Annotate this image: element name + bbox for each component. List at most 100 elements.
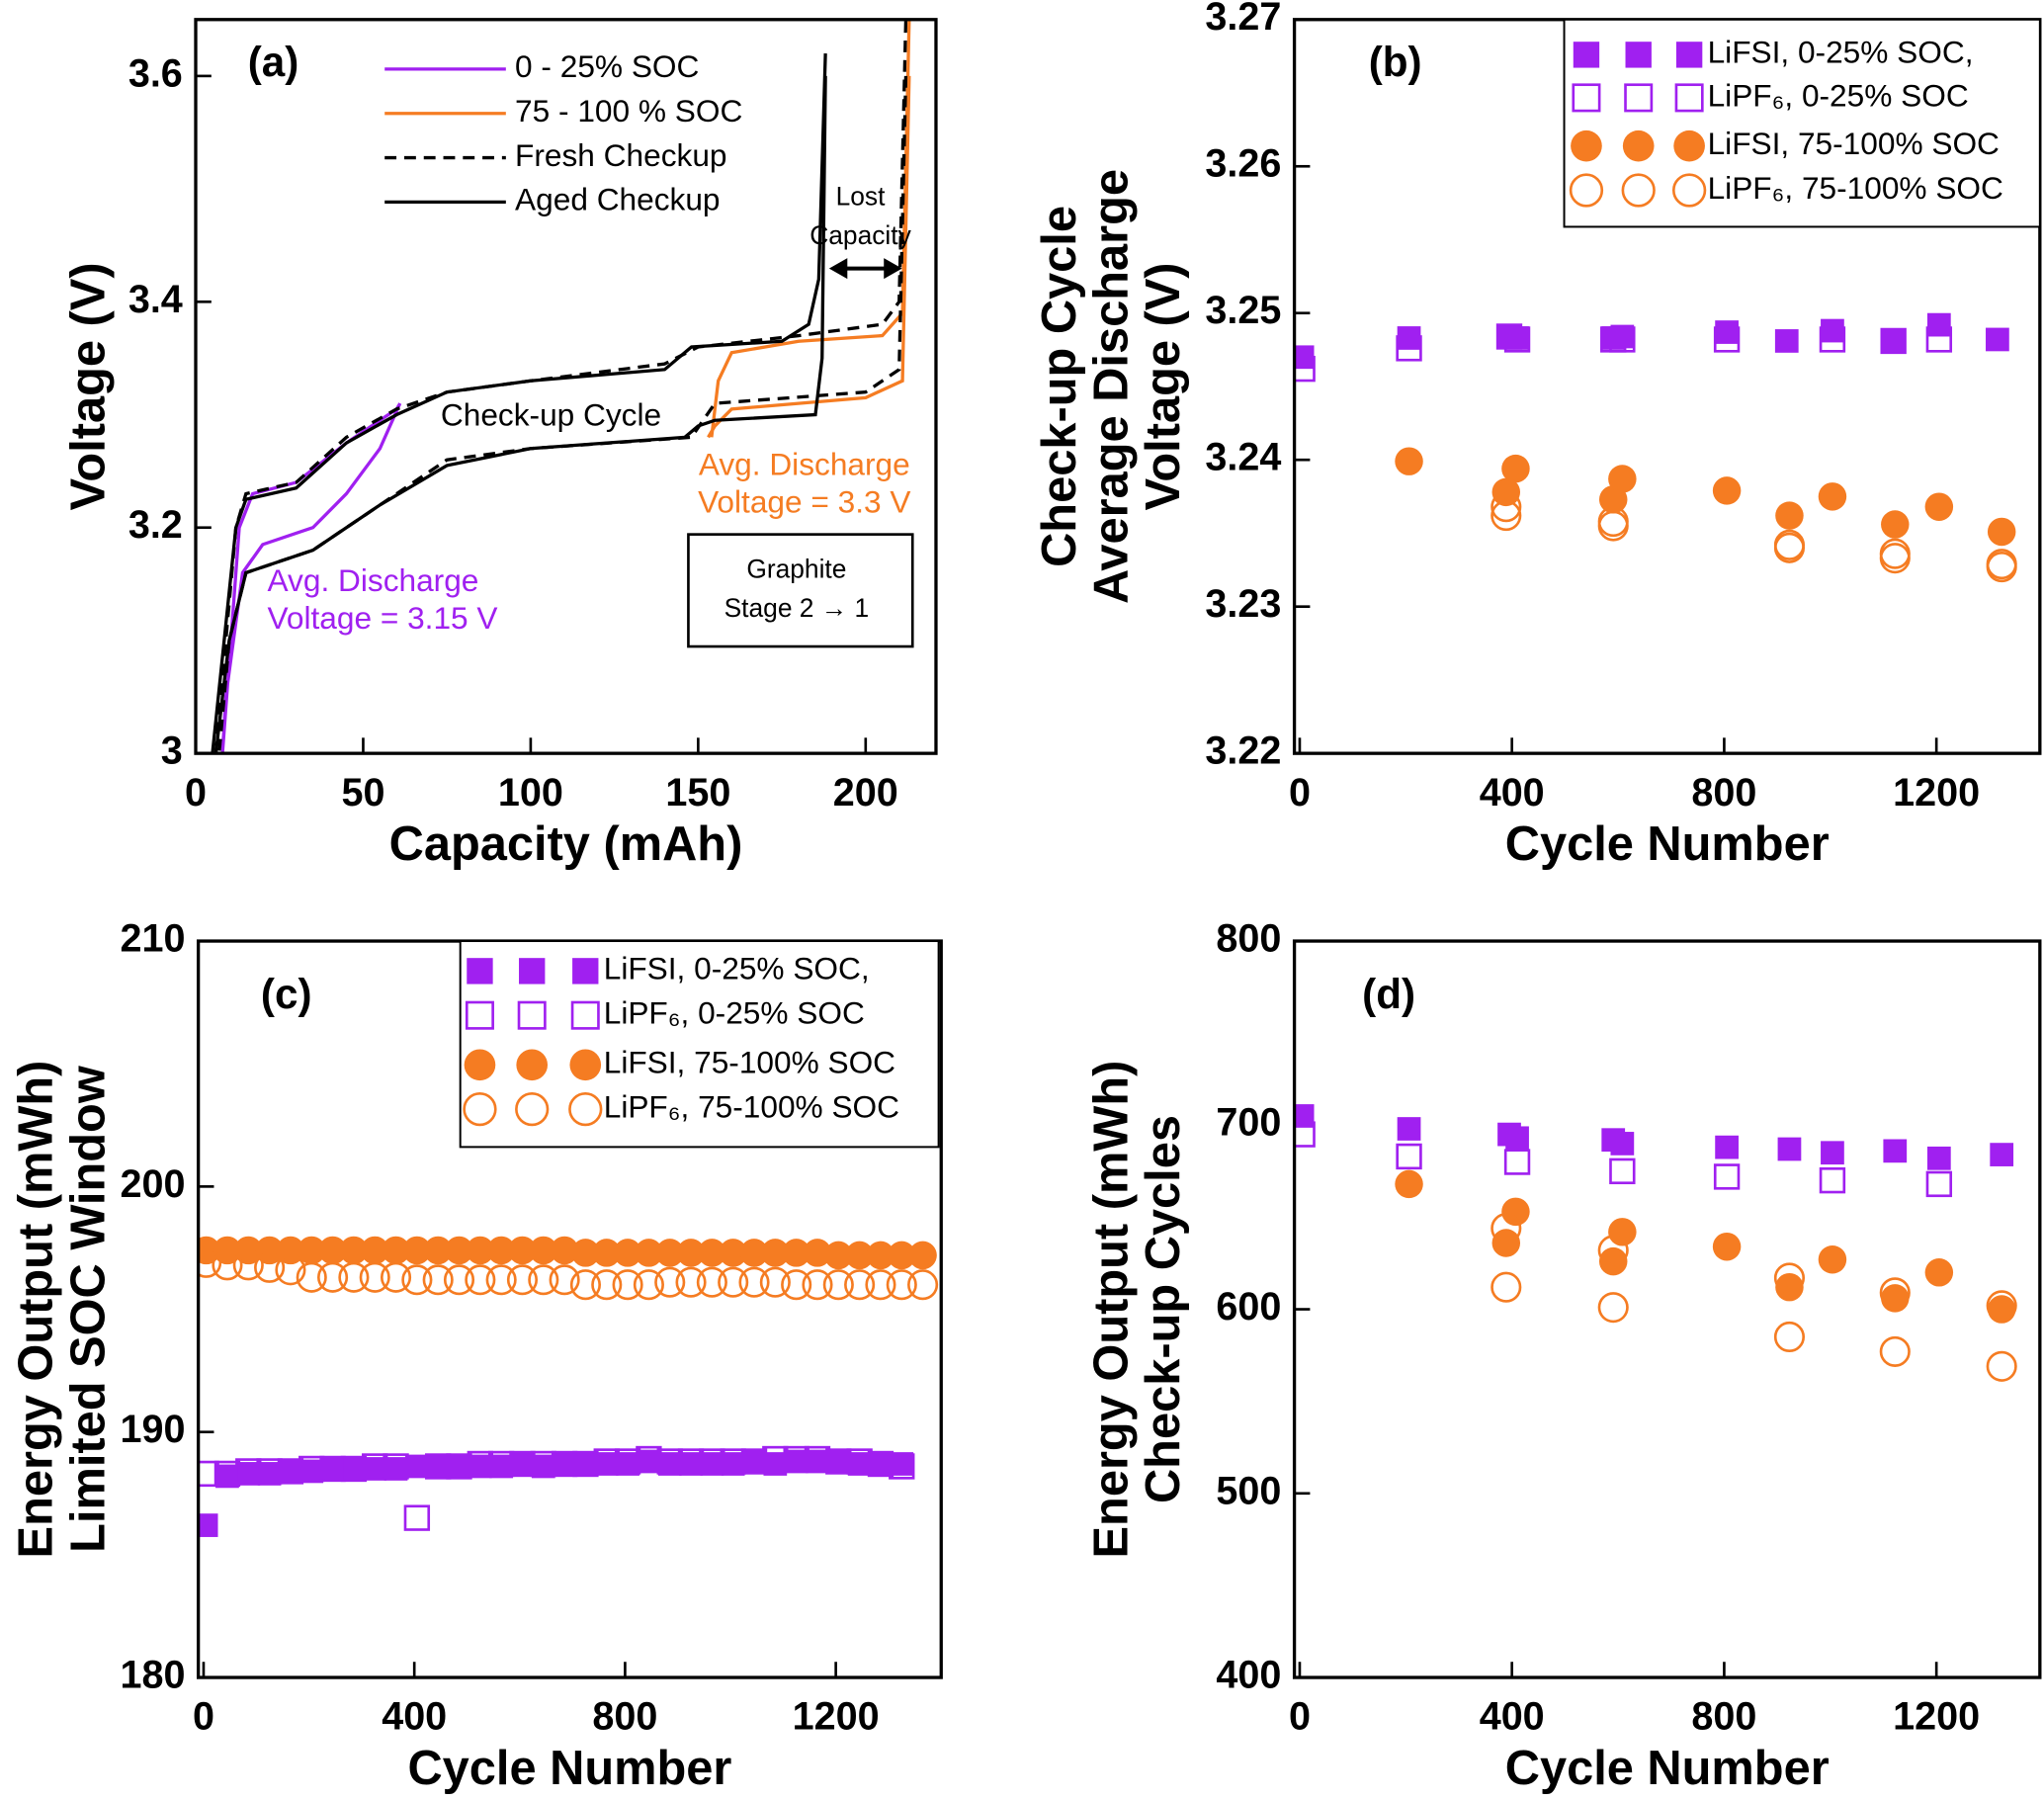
point: [1818, 1245, 1847, 1274]
point: [700, 1452, 724, 1476]
plot-frame: [194, 18, 938, 755]
point: [1775, 1272, 1804, 1302]
panel: 0 400 800 1200 180 190 200 210 Cycle Number Energ…: [10, 916, 943, 1795]
point: [232, 1249, 264, 1281]
point: [1821, 1141, 1844, 1165]
point: [468, 1454, 492, 1479]
point: [571, 1239, 600, 1267]
point: [655, 1239, 684, 1267]
point: [340, 1455, 368, 1483]
point: [718, 1266, 749, 1298]
y-axis-title: Voltage (V): [1137, 262, 1190, 510]
legend-swatch: [569, 1049, 602, 1081]
point: [1879, 1335, 1911, 1367]
legend-swatch: [1675, 42, 1703, 68]
x-tick-label: 800: [592, 1695, 657, 1739]
point: [1490, 491, 1522, 523]
point: [422, 1264, 454, 1296]
panel-label: (a): [248, 39, 299, 85]
point: [1926, 1146, 1951, 1170]
legend-label: LiFSI, 75-100% SOC: [1708, 126, 2000, 161]
legend-swatch: [515, 1091, 550, 1127]
y-axis-title: Voltage (V): [61, 262, 115, 510]
legend-swatch: [463, 1091, 497, 1127]
point: [1926, 312, 1951, 337]
point: [1990, 1143, 2014, 1166]
point: [889, 1453, 915, 1480]
legend-label: LiPF₆, 75-100% SOC: [1708, 170, 2003, 206]
legend-swatch: [1571, 129, 1602, 162]
point: [531, 1454, 555, 1479]
point: [890, 1452, 914, 1476]
y-tick-label: 3.6: [128, 51, 183, 95]
point: [319, 1455, 346, 1483]
y-tick-label: 190: [120, 1408, 185, 1451]
point: [699, 1448, 725, 1475]
y-tick-label: 400: [1216, 1654, 1281, 1697]
point: [423, 1236, 453, 1265]
plot-area: [198, 1236, 939, 1537]
legend-swatch: [1622, 129, 1655, 162]
point: [1774, 329, 1799, 353]
point: [510, 1452, 535, 1476]
legend-swatch: [570, 1000, 600, 1030]
point: [275, 1254, 306, 1286]
point: [1883, 1139, 1908, 1163]
legend-label: LiFSI, 75-100% SOC: [604, 1045, 895, 1080]
point: [846, 1448, 873, 1475]
x-tick-label: 400: [1480, 771, 1545, 814]
point: [447, 1454, 471, 1479]
point: [696, 1266, 727, 1298]
line: [213, 19, 908, 754]
legend-swatch: [568, 1091, 603, 1127]
point: [380, 1261, 412, 1293]
annotation: Avg. Discharge: [699, 446, 910, 481]
x-axis-title: Cycle Number: [1505, 1742, 1830, 1795]
point: [1294, 1121, 1316, 1148]
annotation: Lost: [836, 181, 886, 211]
x-axis-title: Cycle Number: [407, 1742, 731, 1795]
point: [1396, 335, 1422, 362]
point: [277, 1458, 304, 1485]
point: [1715, 320, 1739, 344]
point: [802, 1269, 833, 1301]
point: [1608, 465, 1637, 493]
point: [803, 1239, 832, 1267]
point: [485, 1264, 517, 1296]
point: [1713, 326, 1741, 353]
point: [865, 1269, 896, 1301]
x-tick-label: 400: [382, 1695, 447, 1739]
point: [236, 1462, 261, 1486]
legend-swatch: [1625, 42, 1652, 68]
legend-label: LiPF₆, 75-100% SOC: [604, 1088, 899, 1124]
point: [553, 1452, 576, 1476]
point: [1818, 482, 1847, 511]
point: [573, 1452, 598, 1476]
point: [509, 1450, 536, 1478]
legend-label: LiPF₆, 0-25% SOC: [604, 995, 865, 1031]
x-tick-label: 0: [1289, 1695, 1311, 1739]
point: [1881, 510, 1910, 539]
point: [1609, 326, 1636, 353]
x-tick-label: 0: [185, 771, 207, 814]
point: [679, 1452, 703, 1476]
point: [886, 1269, 917, 1301]
point: [614, 1448, 641, 1475]
panel-label: (c): [261, 971, 312, 1017]
point: [1505, 1126, 1529, 1151]
point: [698, 1239, 726, 1267]
point: [487, 1450, 515, 1478]
point: [637, 1449, 661, 1474]
point: [845, 1241, 874, 1270]
point: [1881, 329, 1906, 353]
point: [569, 1269, 601, 1301]
point: [383, 1453, 409, 1480]
y-tick-label: 3.4: [128, 278, 183, 321]
point: [867, 1450, 894, 1478]
x-axis-title: Capacity (mAh): [389, 817, 743, 871]
point: [254, 1251, 286, 1283]
point: [1505, 326, 1529, 350]
legend-box: [1563, 18, 2041, 228]
legend-label: LiFSI, 0-25% SOC,: [604, 951, 870, 986]
